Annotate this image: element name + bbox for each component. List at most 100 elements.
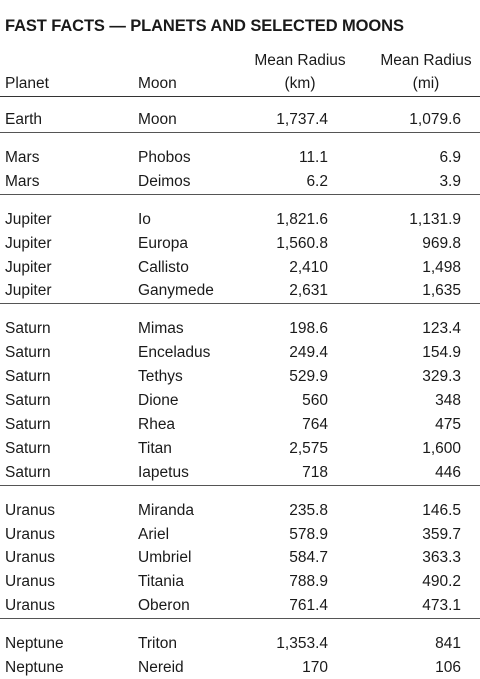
radius-km-cell: 2,575 xyxy=(289,439,328,457)
radius-km-cell: 249.4 xyxy=(289,344,328,362)
planet-cell: Saturn xyxy=(5,439,51,457)
moon-cell: Ariel xyxy=(138,525,170,543)
moon-cell: Io xyxy=(138,210,151,228)
planet-cell: Saturn xyxy=(5,368,51,386)
group-divider xyxy=(0,484,480,486)
radius-mi-cell: 446 xyxy=(435,463,461,481)
planet-cell: Saturn xyxy=(5,344,51,362)
radius-km-cell: 2,410 xyxy=(289,258,328,276)
radius-km-cell: 1,821.6 xyxy=(276,210,328,228)
moon-cell: Titan xyxy=(138,439,172,457)
planet-cell: Uranus xyxy=(5,549,55,567)
table-row: Saturn Tethys 529.9 329.3 xyxy=(0,365,480,388)
planet-cell: Saturn xyxy=(5,392,51,409)
radius-km-cell: 1,737.4 xyxy=(276,111,328,128)
table-row: Earth Moon 1,737.4 1,079.6 xyxy=(0,108,480,131)
table-row: Saturn Iapetus 718 446 xyxy=(0,461,480,484)
table-row: Jupiter Io 1,821.6 1,131.9 xyxy=(0,208,480,231)
radius-mi-cell: 106 xyxy=(435,659,461,676)
planet-cell: Neptune xyxy=(5,659,64,676)
moon-cell: Ganymede xyxy=(138,282,214,300)
radius-mi-cell: 123.4 xyxy=(422,320,461,338)
radius-km-cell: 764 xyxy=(302,415,328,433)
moon-cell: Miranda xyxy=(138,501,194,519)
table-row: Jupiter Ganymede 2,631 1,635 xyxy=(0,279,480,302)
planet-cell: Jupiter xyxy=(5,210,52,228)
table-row: Neptune Nereid 170 106 xyxy=(0,656,480,679)
radius-mi-cell: 359.7 xyxy=(422,525,461,543)
column-header-moon: Moon xyxy=(138,75,177,92)
radius-mi-cell: 348 xyxy=(435,392,461,409)
moon-cell: Callisto xyxy=(138,258,189,276)
table-row: Saturn Dione 560 348 xyxy=(0,389,480,412)
radius-km-cell: 718 xyxy=(302,463,328,481)
radius-km-cell: 761.4 xyxy=(289,597,328,615)
planet-cell: Uranus xyxy=(5,573,55,591)
moon-cell: Enceladus xyxy=(138,344,211,362)
radius-km-cell: 529.9 xyxy=(289,368,328,386)
table-row: Jupiter Callisto 2,410 1,498 xyxy=(0,256,480,279)
moon-cell: Mimas xyxy=(138,320,184,338)
moon-cell: Phobos xyxy=(138,148,191,166)
radius-km-cell: 1,353.4 xyxy=(276,635,328,653)
radius-mi-cell: 329.3 xyxy=(422,368,461,386)
radius-mi-cell: 1,635 xyxy=(422,282,461,300)
table-row: Neptune Triton 1,353.4 841 xyxy=(0,632,480,655)
planet-cell: Saturn xyxy=(5,415,51,433)
radius-km-cell: 584.7 xyxy=(289,549,328,567)
planet-cell: Jupiter xyxy=(5,234,52,252)
column-header-radius-mi: Mean Radius (mi) xyxy=(380,52,472,92)
moon-cell: Umbriel xyxy=(138,549,192,567)
radius-mi-cell: 3.9 xyxy=(439,172,461,190)
column-header-planet: Planet xyxy=(5,75,49,92)
table-row: Uranus Oberon 761.4 473.1 xyxy=(0,594,480,617)
moon-cell: Iapetus xyxy=(138,463,189,481)
radius-km-cell: 788.9 xyxy=(289,573,328,591)
planet-cell: Neptune xyxy=(5,635,64,653)
table-row: Saturn Rhea 764 475 xyxy=(0,413,480,436)
radius-mi-cell: 146.5 xyxy=(422,501,461,519)
radius-km-cell: 2,631 xyxy=(289,282,328,300)
planet-cell: Earth xyxy=(5,111,43,128)
radius-mi-cell: 1,498 xyxy=(422,258,461,276)
table-row: Uranus Umbriel 584.7 363.3 xyxy=(0,546,480,569)
moon-cell: Tethys xyxy=(138,368,183,386)
page-title: FAST FACTS — PLANETS AND SELECTED MOONS xyxy=(5,17,404,35)
planet-cell: Mars xyxy=(5,148,40,166)
moon-cell: Deimos xyxy=(138,172,191,190)
planet-cell: Uranus xyxy=(5,525,55,543)
planet-cell: Jupiter xyxy=(5,282,52,300)
planet-cell: Uranus xyxy=(5,501,55,519)
moon-cell: Europa xyxy=(138,234,188,252)
planet-cell: Jupiter xyxy=(5,258,52,276)
group-divider xyxy=(0,131,480,133)
table-row: Saturn Titan 2,575 1,600 xyxy=(0,437,480,460)
radius-mi-cell: 490.2 xyxy=(422,573,461,591)
radius-km-cell: 578.9 xyxy=(289,525,328,543)
header-divider xyxy=(0,96,480,97)
radius-mi-cell: 1,131.9 xyxy=(409,210,461,228)
column-header-radius-km: Mean Radius (km) xyxy=(254,52,346,92)
radius-km-cell: 11.1 xyxy=(298,148,328,166)
radius-mi-cell: 841 xyxy=(435,635,461,653)
moon-cell: Dione xyxy=(138,392,179,409)
moon-cell: Moon xyxy=(138,111,177,128)
table-row: Saturn Enceladus 249.4 154.9 xyxy=(0,341,480,364)
planet-cell: Mars xyxy=(5,172,40,190)
table-row: Mars Phobos 11.1 6.9 xyxy=(0,146,480,169)
radius-km-cell: 170 xyxy=(302,659,328,676)
moon-cell: Oberon xyxy=(138,597,190,615)
radius-km-cell: 198.6 xyxy=(289,320,328,338)
moon-cell: Rhea xyxy=(138,415,176,433)
table-row: Uranus Titania 788.9 490.2 xyxy=(0,570,480,593)
radius-mi-cell: 6.9 xyxy=(439,148,461,166)
group-divider xyxy=(0,618,480,620)
table-row: Jupiter Europa 1,560.8 969.8 xyxy=(0,232,480,255)
radius-km-cell: 235.8 xyxy=(289,501,328,519)
radius-km-cell: 6.2 xyxy=(306,172,328,190)
radius-mi-cell: 363.3 xyxy=(422,549,461,567)
radius-mi-cell: 1,079.6 xyxy=(409,111,461,128)
radius-km-cell: 1,560.8 xyxy=(276,234,328,252)
radius-mi-cell: 475 xyxy=(435,415,461,433)
